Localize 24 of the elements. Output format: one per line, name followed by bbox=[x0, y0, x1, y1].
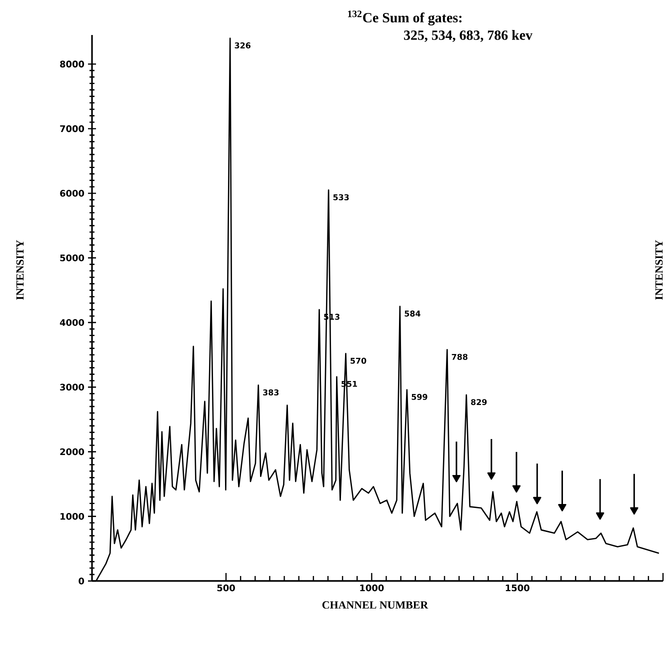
y-tick-label: 7000 bbox=[60, 125, 84, 132]
y-tick-label: 3000 bbox=[60, 384, 84, 391]
y-tick-label: 1000 bbox=[60, 512, 84, 520]
y-tick-label: 4000 bbox=[60, 319, 84, 326]
chart-subtitle: 325, 534, 683, 786 kev bbox=[404, 30, 533, 42]
y-tick-label: 6000 bbox=[60, 190, 84, 197]
x-axis-title: CHANNEL NUMBER bbox=[322, 601, 428, 609]
x-tick-label: 1000 bbox=[360, 584, 384, 592]
x-tick-label: 500 bbox=[217, 584, 235, 592]
y-tick-label: 2000 bbox=[60, 448, 84, 456]
point bbox=[452, 474, 461, 482]
point bbox=[596, 512, 604, 520]
y-axis-title: INTENSITY bbox=[16, 240, 24, 300]
x-tick-label: 1500 bbox=[506, 584, 530, 592]
y-tick-label: 8000 bbox=[60, 60, 84, 68]
y-tick-label: 5000 bbox=[60, 254, 84, 262]
point bbox=[630, 507, 638, 515]
y-tick-label: 0 bbox=[78, 578, 84, 584]
point bbox=[487, 472, 496, 480]
point bbox=[512, 485, 521, 493]
y2-axis-title: INTENSITY bbox=[655, 240, 663, 300]
chart-title: $^{132}$Ce Sum of gates: bbox=[348, 10, 462, 26]
point bbox=[533, 496, 542, 504]
point bbox=[558, 504, 566, 512]
